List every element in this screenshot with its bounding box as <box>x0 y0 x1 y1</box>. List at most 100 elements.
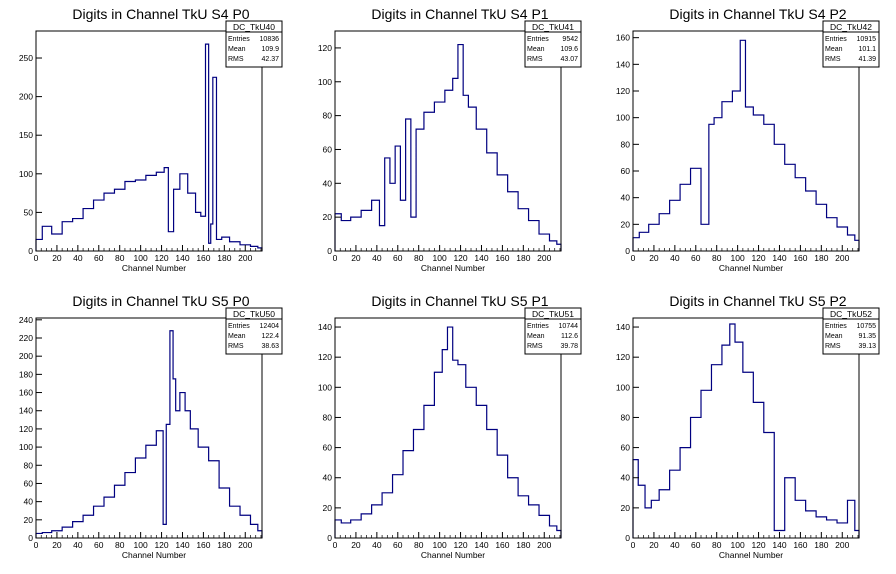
y-tick-label: 180 <box>19 369 33 379</box>
y-tick-label: 100 <box>616 113 630 123</box>
y-tick-label: 140 <box>19 406 33 416</box>
y-tick-label: 20 <box>323 503 333 513</box>
y-tick-label: 50 <box>24 207 34 217</box>
chart-title: Digits in Channel TkU S4 P1 <box>371 6 548 22</box>
stats-value: 39.13 <box>858 343 876 350</box>
y-tick-label: 200 <box>19 351 33 361</box>
plot-frame <box>632 30 860 252</box>
y-tick-label: 220 <box>19 333 33 343</box>
x-tick-label: 140 <box>175 253 189 263</box>
x-tick-label: 40 <box>73 253 83 263</box>
stats-value: 122.4 <box>261 333 279 340</box>
y-tick-label: 60 <box>323 443 333 453</box>
stats-key: RMS <box>527 343 543 350</box>
x-tick-label: 200 <box>238 540 252 550</box>
x-tick-label: 20 <box>649 540 659 550</box>
stats-key: Entries <box>825 323 847 330</box>
chart-title: Digits in Channel TkU S5 P2 <box>669 293 846 309</box>
chart-title: Digits in Channel TkU S4 P0 <box>72 6 249 22</box>
x-tick-label: 60 <box>393 253 403 263</box>
x-tick-label: 40 <box>670 253 680 263</box>
histogram-series <box>632 323 860 538</box>
histogram-panel: Digits in Channel TkU S5 P2 0 20 40 60 80 100 1… <box>616 293 880 560</box>
stats-key: Entries <box>825 36 847 43</box>
y-tick-label: 40 <box>621 193 631 203</box>
y-tick-label: 40 <box>323 473 333 483</box>
x-tick-label: 180 <box>217 540 231 550</box>
x-tick-label: 120 <box>453 540 467 550</box>
stats-box-frame <box>822 307 880 355</box>
y-tick-label: 0 <box>28 533 33 543</box>
y-tick-label: 80 <box>621 139 631 149</box>
x-tick-label: 100 <box>134 253 148 263</box>
histogram-panel: Digits in Channel TkU S4 P0 0 20 40 60 80 100 1… <box>19 6 283 273</box>
y-tick-label: 120 <box>318 43 332 53</box>
stats-value: 41.39 <box>858 56 876 63</box>
stats-key: Mean <box>527 46 545 53</box>
y-tick-label: 40 <box>621 473 631 483</box>
stats-value: 10915 <box>857 36 877 43</box>
histogram-series <box>35 330 263 538</box>
x-tick-label: 60 <box>393 540 403 550</box>
x-tick-label: 200 <box>835 540 849 550</box>
x-tick-label: 0 <box>631 253 636 263</box>
plot-frame <box>632 317 860 539</box>
stats-box-frame <box>822 20 880 68</box>
x-tick-label: 20 <box>351 540 361 550</box>
plot-frame <box>334 30 562 252</box>
x-tick-label: 180 <box>516 540 530 550</box>
y-tick-label: 40 <box>323 178 333 188</box>
y-tick-label: 20 <box>24 515 34 525</box>
stats-key: Mean <box>228 333 246 340</box>
x-tick-label: 160 <box>495 253 509 263</box>
x-tick-label: 80 <box>712 540 722 550</box>
x-tick-label: 140 <box>772 253 786 263</box>
x-tick-label: 160 <box>793 540 807 550</box>
x-tick-label: 180 <box>217 253 231 263</box>
stats-name: DC_TkU50 <box>233 309 275 319</box>
stats-value: 109.6 <box>560 46 578 53</box>
x-tick-label: 120 <box>751 253 765 263</box>
x-tick-label: 140 <box>175 540 189 550</box>
y-tick-label: 0 <box>327 533 332 543</box>
x-axis-label: Channel Number <box>421 550 485 560</box>
x-tick-label: 140 <box>772 540 786 550</box>
y-tick-label: 120 <box>19 424 33 434</box>
x-tick-label: 200 <box>835 253 849 263</box>
x-axis-label: Channel Number <box>719 263 783 273</box>
x-tick-label: 200 <box>238 253 252 263</box>
stats-key: Mean <box>825 333 843 340</box>
y-tick-label: 60 <box>621 166 631 176</box>
stats-name: DC_TkU52 <box>830 309 872 319</box>
histogram-panel: Digits in Channel TkU S5 P1 0 20 40 60 80 100 1… <box>318 293 582 560</box>
x-tick-label: 0 <box>34 253 39 263</box>
stats-key: RMS <box>825 56 841 63</box>
x-tick-label: 40 <box>73 540 83 550</box>
y-tick-label: 100 <box>318 382 332 392</box>
stats-key: Entries <box>527 323 549 330</box>
histogram-series <box>35 43 263 251</box>
x-tick-label: 140 <box>474 253 488 263</box>
x-tick-label: 0 <box>631 540 636 550</box>
x-tick-label: 100 <box>731 253 745 263</box>
stats-value: 10755 <box>857 323 877 330</box>
stats-name: DC_TkU51 <box>532 309 574 319</box>
stats-box: DC_TkU50 Entries 12404 Mean 122.4 RMS 38.63 <box>225 307 283 355</box>
x-tick-label: 180 <box>814 253 828 263</box>
stats-value: 39.78 <box>560 343 578 350</box>
stats-box: DC_TkU42 Entries 10915 Mean 101.1 RMS 41.39 <box>822 20 880 68</box>
y-tick-label: 20 <box>621 503 631 513</box>
x-tick-label: 200 <box>537 540 551 550</box>
y-tick-label: 20 <box>621 219 631 229</box>
y-tick-label: 60 <box>24 478 34 488</box>
y-tick-label: 0 <box>625 533 630 543</box>
y-tick-label: 140 <box>318 322 332 332</box>
x-tick-label: 60 <box>94 540 104 550</box>
y-tick-label: 40 <box>24 497 34 507</box>
y-tick-label: 120 <box>616 352 630 362</box>
stats-box-frame <box>524 20 582 68</box>
stats-value: 12404 <box>260 323 280 330</box>
x-tick-label: 160 <box>495 540 509 550</box>
x-tick-label: 40 <box>372 253 382 263</box>
